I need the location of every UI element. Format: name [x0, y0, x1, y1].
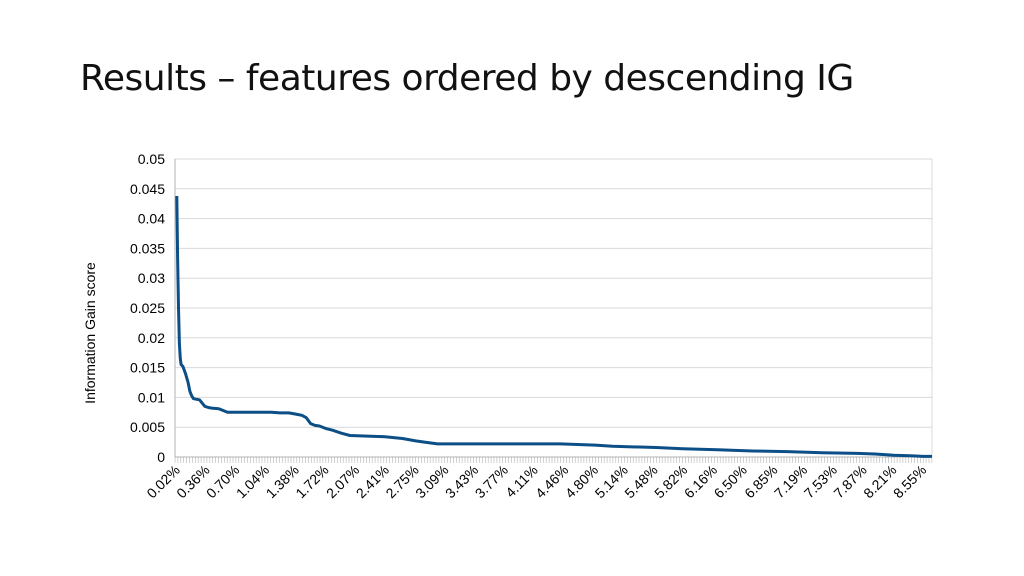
- x-tick-label: 2.75%: [382, 462, 421, 501]
- y-axis-label: Information Gain score: [82, 262, 98, 404]
- x-tick-label: 6.16%: [681, 462, 720, 501]
- y-tick-label: 0.025: [130, 300, 165, 316]
- x-tick-label: 7.53%: [801, 462, 840, 501]
- y-tick-label: 0.01: [138, 389, 165, 405]
- y-tick-label: 0.05: [138, 151, 165, 167]
- y-tick-labels: 0 0.005 0.01 0.015 0.02 0.025 0.03 0.035 0.04 0.0…: [130, 151, 165, 465]
- x-tick-label: 5.48%: [621, 462, 660, 501]
- x-tick-label: 3.09%: [412, 462, 451, 501]
- x-tick-labels: 0.02%0.36%0.70%1.04%1.38%1.72%2.07%2.41%…: [143, 462, 929, 501]
- x-tick-label: 4.46%: [532, 462, 571, 501]
- x-tick-label: 2.41%: [353, 462, 392, 501]
- y-tick-label: 0.035: [130, 240, 165, 256]
- y-tick-label: 0.015: [130, 360, 165, 376]
- x-tick-label: 1.72%: [292, 462, 331, 501]
- x-tick-label: 1.38%: [263, 462, 302, 501]
- x-tick-label: 6.85%: [741, 462, 780, 501]
- x-tick-label: 0.36%: [173, 462, 212, 501]
- x-tick-label: 5.82%: [651, 462, 690, 501]
- x-tick-label: 8.21%: [860, 462, 899, 501]
- x-tick-label: 7.19%: [771, 462, 810, 501]
- x-tick-label: 4.11%: [502, 462, 541, 501]
- x-tick-label: 4.80%: [562, 462, 601, 501]
- x-tick-label: 0.02%: [143, 462, 182, 501]
- grid-lines: [174, 158, 933, 458]
- slide-title: Results – features ordered by descending…: [80, 58, 854, 99]
- x-tick-label: 8.55%: [890, 462, 929, 501]
- x-tick-label: 2.07%: [323, 462, 362, 501]
- y-tick-label: 0.03: [138, 270, 165, 286]
- x-tick-label: 3.77%: [472, 462, 511, 501]
- x-tick-label: 0.70%: [203, 462, 242, 501]
- x-tick-label: 3.43%: [442, 462, 481, 501]
- y-tick-label: 0.02: [138, 330, 165, 346]
- y-tick-label: 0.005: [130, 419, 165, 435]
- x-tick-label: 7.87%: [830, 462, 869, 501]
- y-tick-label: 0: [157, 449, 165, 465]
- x-minor-ticks: [174, 457, 933, 463]
- y-tick-label: 0.045: [130, 181, 165, 197]
- x-tick-label: 6.50%: [711, 462, 750, 501]
- series-line: [175, 195, 932, 458]
- y-tick-label: 0.04: [138, 211, 165, 227]
- x-tick-label: 1.04%: [233, 462, 272, 501]
- x-tick-label: 5.14%: [592, 462, 631, 501]
